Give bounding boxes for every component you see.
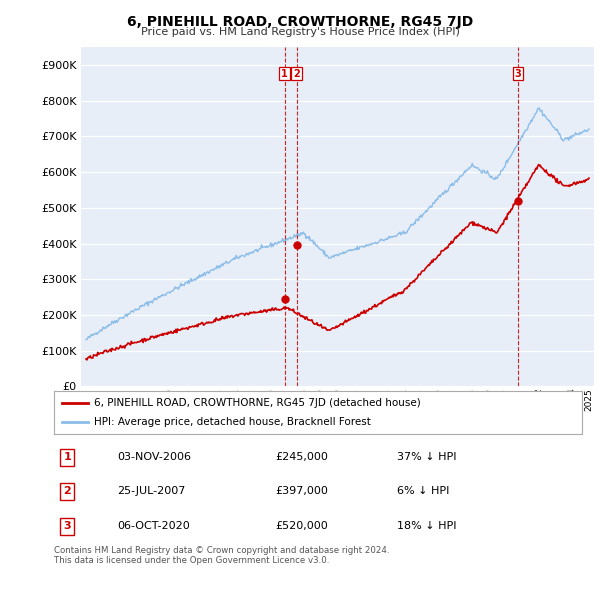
Text: £397,000: £397,000: [276, 486, 329, 496]
Text: £520,000: £520,000: [276, 522, 329, 532]
Text: 2: 2: [64, 486, 71, 496]
Text: 2: 2: [293, 68, 300, 78]
Text: 1: 1: [281, 68, 288, 78]
Text: 3: 3: [515, 68, 521, 78]
Text: 18% ↓ HPI: 18% ↓ HPI: [397, 522, 457, 532]
Text: 1: 1: [64, 453, 71, 462]
Text: 25-JUL-2007: 25-JUL-2007: [118, 486, 186, 496]
Text: £245,000: £245,000: [276, 453, 329, 462]
Text: 6, PINEHILL ROAD, CROWTHORNE, RG45 7JD: 6, PINEHILL ROAD, CROWTHORNE, RG45 7JD: [127, 15, 473, 29]
Text: 3: 3: [64, 522, 71, 532]
Text: 6, PINEHILL ROAD, CROWTHORNE, RG45 7JD (detached house): 6, PINEHILL ROAD, CROWTHORNE, RG45 7JD (…: [94, 398, 421, 408]
Text: 37% ↓ HPI: 37% ↓ HPI: [397, 453, 457, 462]
Text: 6% ↓ HPI: 6% ↓ HPI: [397, 486, 449, 496]
Text: Price paid vs. HM Land Registry's House Price Index (HPI): Price paid vs. HM Land Registry's House …: [140, 27, 460, 37]
Text: 03-NOV-2006: 03-NOV-2006: [118, 453, 191, 462]
Text: Contains HM Land Registry data © Crown copyright and database right 2024.
This d: Contains HM Land Registry data © Crown c…: [54, 546, 389, 565]
Text: 06-OCT-2020: 06-OCT-2020: [118, 522, 190, 532]
Text: HPI: Average price, detached house, Bracknell Forest: HPI: Average price, detached house, Brac…: [94, 417, 370, 427]
